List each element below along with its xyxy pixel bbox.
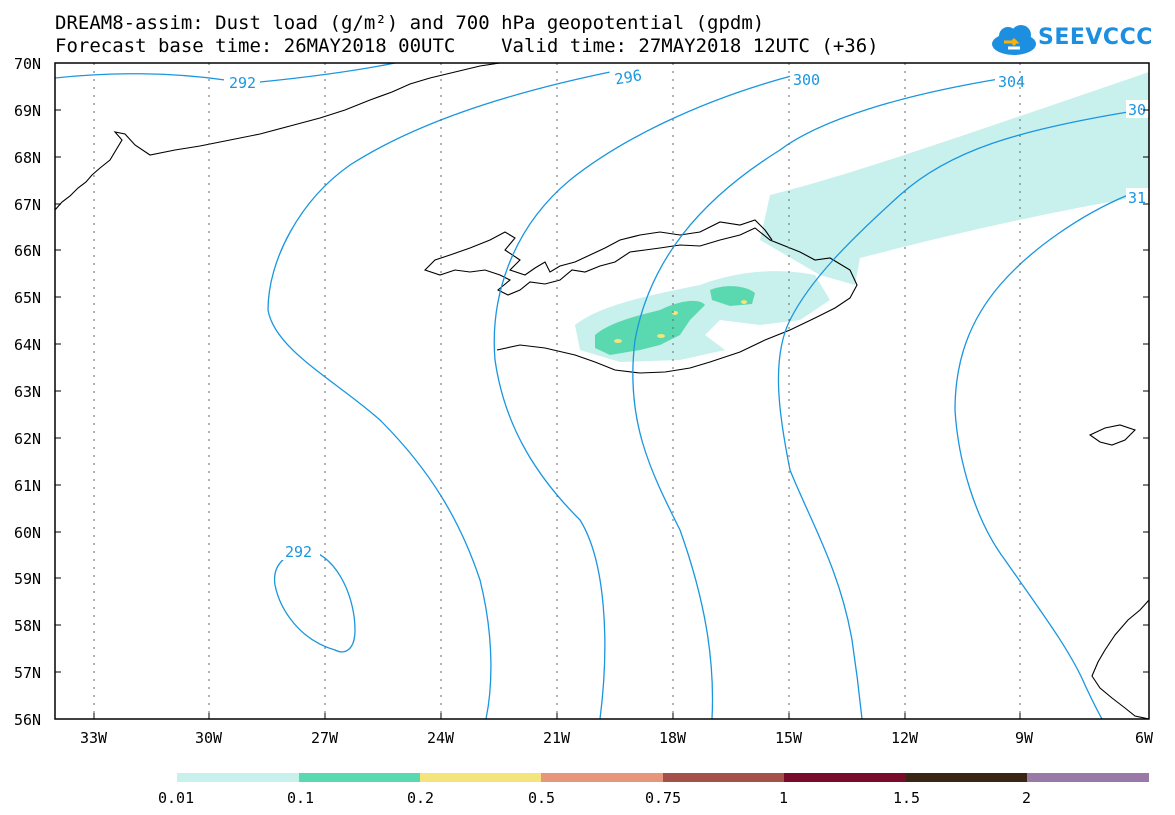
lat-label-66n: 66N [14,242,41,260]
dust-spot-02a [614,339,622,343]
contour-label-304: 304 [998,73,1025,91]
legend-swatch-6 [784,773,906,782]
lon-label-15w: 15W [775,729,803,747]
lon-label-27w: 27W [311,729,339,747]
contour-label-300: 300 [793,71,820,89]
dust-shading [575,72,1149,362]
lon-label-18w: 18W [659,729,687,747]
faroe-coast [1088,424,1137,446]
contour-312 [954,194,1129,719]
lat-label-59n: 59N [14,570,41,588]
legend-label-1.5: 1.5 [893,789,920,807]
lat-label-60n: 60N [14,524,41,542]
map-subtitle: Forecast base time: 26MAY2018 00UTC Vali… [55,35,879,57]
lat-label-58n: 58N [14,617,41,635]
tick-marks [55,62,1149,719]
legend-swatch-7 [906,773,1027,782]
latitude-labels: 70N 69N 68N 67N 66N 65N 64N 63N 62N 61N … [14,55,41,729]
lon-label-24w: 24W [427,729,455,747]
legend-swatch-2 [299,773,420,782]
lon-label-21w: 21W [543,729,571,747]
legend-label-0.01: 0.01 [158,789,194,807]
legend-swatch-3 [420,773,541,782]
coastlines [55,63,1149,719]
lat-label-69n: 69N [14,102,41,120]
contour-label-296: 296 [613,66,643,88]
longitude-labels: 33W 30W 27W 24W 21W 18W 15W 12W 9W 6W [80,729,1154,747]
legend-swatch-5 [663,773,784,782]
geopotential-contours [55,63,1129,719]
legend-label-0.75: 0.75 [645,789,681,807]
dust-spot-02b [657,334,665,338]
map-title: DREAM8-assim: Dust load (g/m²) and 700 h… [55,12,765,34]
lat-label-68n: 68N [14,149,41,167]
contour-296 [267,69,621,719]
contour-label-312: 31 [1128,189,1146,207]
lat-label-64n: 64N [14,336,41,354]
contour-labels: 292 296 300 304 30 31 292 [224,63,1149,561]
contour-304 [632,77,1006,719]
lon-label-12w: 12W [891,729,919,747]
lat-label-67n: 67N [14,196,41,214]
lat-label-56n: 56N [14,711,41,729]
legend-label-0.1: 0.1 [287,789,314,807]
lat-label-65n: 65N [14,289,41,307]
contour-label-292a: 292 [229,74,256,92]
dust-area-01 [595,300,705,355]
legend-swatch-4 [541,773,663,782]
contour-292-closed [273,549,356,653]
iceland-coast [423,219,858,374]
dust-spot-02c [741,300,747,304]
legend-swatch-1 [177,773,299,782]
grid-lines [93,63,1021,719]
cloud-icon [992,25,1036,55]
norway-coast [1091,599,1149,719]
legend-label-2: 2 [1022,789,1031,807]
contour-300 [493,74,796,719]
dust-band-001 [760,72,1149,285]
legend-swatch-8 [1027,773,1149,782]
logo-text: SEEVCCC [1038,25,1153,50]
legend-label-1: 1 [779,789,788,807]
lon-label-6w: 6W [1135,729,1154,747]
lat-label-61n: 61N [14,477,41,495]
seevccc-logo: SEEVCCC [990,20,1160,60]
lat-label-57n: 57N [14,664,41,682]
lat-label-62n: 62N [14,430,41,448]
lon-label-9w: 9W [1015,729,1034,747]
lon-label-33w: 33W [80,729,108,747]
greenland-coast [55,63,501,211]
legend-label-0.5: 0.5 [528,789,555,807]
contour-label-292b: 292 [285,543,312,561]
legend-label-0.2: 0.2 [407,789,434,807]
contour-308 [777,111,1129,719]
lat-label-70n: 70N [14,55,41,73]
lat-label-63n: 63N [14,383,41,401]
lon-label-30w: 30W [195,729,223,747]
contour-label-308: 30 [1128,101,1146,119]
legend-colorbar: 0.01 0.1 0.2 0.5 0.75 1 1.5 2 [158,773,1149,807]
